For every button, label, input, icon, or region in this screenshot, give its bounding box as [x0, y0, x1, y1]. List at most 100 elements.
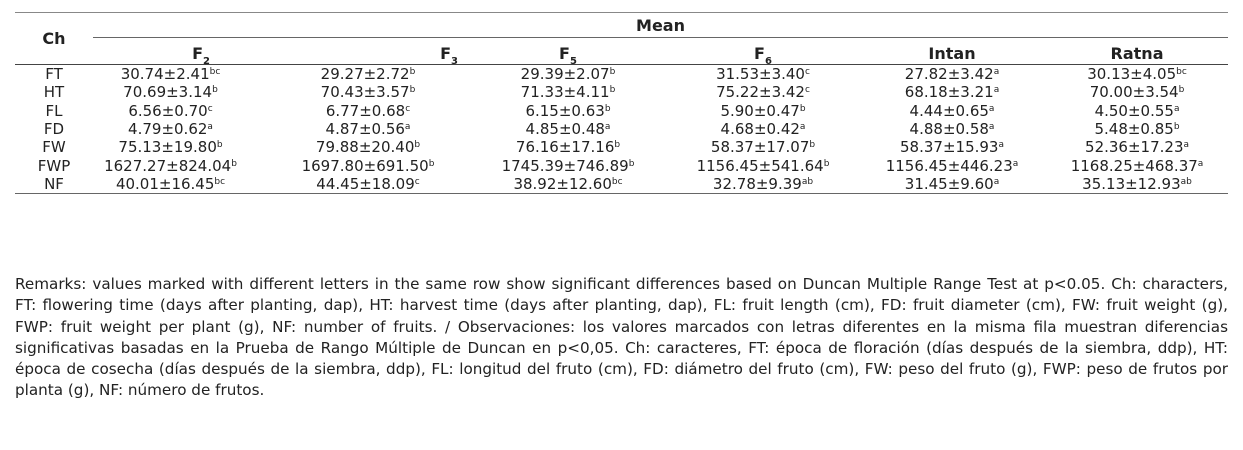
table-cell: 31.53±3.40c: [668, 65, 858, 84]
table-cell: 31.45±9.60a: [858, 174, 1046, 195]
column-header-row: F2 F3 F5 F6 Intan Ratna: [15, 37, 1229, 67]
significance-letter: b: [614, 140, 621, 151]
cell-value: 52.36±17.23: [1085, 138, 1184, 157]
results-table: Ch Mean F2 F3 F5 F6 Intan Ratna FT 30.74±2.41b…: [15, 12, 1229, 195]
table-cell: 4.44±0.65a: [858, 102, 1046, 120]
cell-value: 75.13±19.80: [118, 138, 217, 157]
cell-value: 68.18±3.21: [904, 83, 994, 102]
cell-value: 4.50±0.55: [1094, 101, 1174, 120]
column-header-label: Ratna: [1110, 44, 1164, 63]
cell-value: 79.88±20.40: [315, 138, 415, 157]
significance-letter: bc: [1176, 67, 1187, 78]
significance-letter: a: [993, 67, 1000, 78]
significance-letter: ab: [1180, 176, 1192, 187]
table-cell: 40.01±16.45bc: [93, 174, 268, 195]
cell-value: 35.13±12.93: [1082, 174, 1181, 193]
cell-value: 70.43±3.57: [320, 83, 410, 102]
cell-value: 76.16±17.16: [515, 138, 615, 157]
cell-value: 6.15±0.63: [525, 101, 605, 120]
row-label: FD: [43, 120, 65, 139]
table-cell: 71.33±4.11b: [468, 83, 668, 101]
significance-letter: b: [609, 67, 616, 78]
cell-value: 70.69±3.14: [123, 83, 213, 102]
table-cell: 79.88±20.40b: [268, 138, 468, 156]
significance-letter: b: [628, 158, 635, 169]
cell-value: 27.82±3.42: [904, 65, 994, 84]
cell-value: 58.37±15.93: [900, 138, 999, 157]
cell-value: 1697.80±691.50: [301, 156, 429, 175]
row-label: FL: [45, 101, 63, 120]
significance-letter: a: [1173, 103, 1180, 114]
table-row: NF 40.01±16.45bc 44.45±18.09c 38.92±12.60bc…: [15, 174, 1229, 195]
row-label: FWP: [37, 156, 71, 175]
significance-letter: a: [604, 122, 611, 133]
column-header: F3: [268, 37, 468, 67]
table-cell: 35.13±12.93ab: [1046, 174, 1229, 195]
column-header-subscript: 2: [203, 56, 210, 67]
significance-letter: b: [809, 140, 816, 151]
cell-value: 1156.45±446.23: [885, 156, 1013, 175]
significance-letter: b: [428, 158, 435, 169]
table-cell: 29.27±2.72b: [268, 65, 468, 84]
significance-letter: b: [604, 103, 611, 114]
cell-value: 44.45±18.09: [316, 174, 415, 193]
significance-letter: b: [212, 85, 218, 96]
cell-value: 1745.39±746.89: [501, 156, 629, 175]
significance-letter: a: [799, 122, 806, 133]
results-table-container: Ch Mean F2 F3 F5 F6 Intan Ratna FT 30.74±2.41b…: [15, 12, 1229, 195]
column-header-label: F: [440, 44, 452, 63]
table-row: FWP 1627.27±824.04b 1697.80±691.50b 1745.39…: [15, 156, 1228, 175]
column-header: F2: [93, 37, 268, 67]
significance-letter: c: [405, 103, 411, 114]
significance-letter: b: [823, 158, 830, 169]
table-cell: 32.78±9.39ab: [668, 174, 858, 195]
table-row: FL 6.56±0.70c 6.77±0.68c 6.15±0.63b 5.90±0.4…: [15, 102, 1228, 120]
significance-letter: c: [804, 67, 810, 78]
table-body: FT 30.74±2.41bc 29.27±2.72b 29.39±2.07b 31.5…: [15, 65, 1229, 195]
significance-letter: c: [804, 85, 810, 96]
table-cell: 5.90±0.47b: [668, 102, 858, 120]
table-cell: 6.56±0.70c: [93, 102, 268, 120]
cell-value: 75.22±3.42: [716, 83, 805, 102]
column-header: F5: [468, 37, 668, 67]
cell-value: 4.68±0.42: [720, 120, 800, 139]
table-cell: 58.37±15.93a: [858, 138, 1046, 156]
cell-value: 5.90±0.47: [720, 101, 800, 120]
table-cell: 6.77±0.68c: [268, 102, 468, 120]
column-header: Intan: [858, 37, 1046, 65]
significance-letter: a: [988, 103, 995, 114]
significance-letter: a: [1183, 140, 1189, 151]
cell-value: 40.01±16.45: [115, 174, 215, 193]
table-cell: 1697.80±691.50b: [268, 156, 468, 175]
row-header-ch: Ch: [15, 12, 93, 65]
significance-letter: a: [998, 140, 1004, 151]
significance-letter: b: [1173, 122, 1180, 133]
table-row: FD 4.79±0.62a 4.87±0.56a 4.85±0.48a 4.68±0.4…: [15, 120, 1228, 138]
column-header-subscript: 3: [451, 56, 458, 67]
table-cell: 1156.45±446.23a: [858, 156, 1046, 175]
cell-value: 31.53±3.40: [716, 65, 805, 84]
cell-value: 4.44±0.65: [909, 101, 989, 120]
row-label: FT: [45, 65, 63, 84]
cell-value: 30.13±4.05: [1087, 65, 1177, 84]
table-cell: 29.39±2.07b: [468, 65, 668, 84]
cell-value: 29.27±2.72: [320, 65, 410, 84]
table-cell: 70.69±3.14b: [93, 83, 268, 101]
table-cell: 4.79±0.62a: [93, 120, 268, 138]
row-label: HT: [43, 83, 65, 102]
cell-value: 4.85±0.48: [525, 120, 605, 139]
table-cell: 68.18±3.21a: [858, 83, 1046, 101]
table-cell: 30.74±2.41bc: [93, 65, 268, 84]
cell-value: 32.78±9.39: [712, 174, 802, 193]
table-cell: 52.36±17.23a: [1046, 138, 1228, 156]
cell-value: 71.33±4.11: [520, 83, 610, 102]
cell-value: 38.92±12.60: [513, 174, 612, 193]
table-row: FW 75.13±19.80b 79.88±20.40b 76.16±17.16b 58…: [15, 138, 1228, 156]
table-cell: 1627.27±824.04b: [93, 156, 268, 175]
table-cell: 4.85±0.48a: [468, 120, 668, 138]
table-cell: 4.88±0.58a: [858, 120, 1046, 138]
cell-value: 1168.25±468.37: [1070, 156, 1198, 175]
column-header-label: F: [559, 44, 570, 63]
cell-value: 58.37±17.07: [710, 138, 810, 157]
cell-value: 29.39±2.07: [520, 65, 610, 84]
